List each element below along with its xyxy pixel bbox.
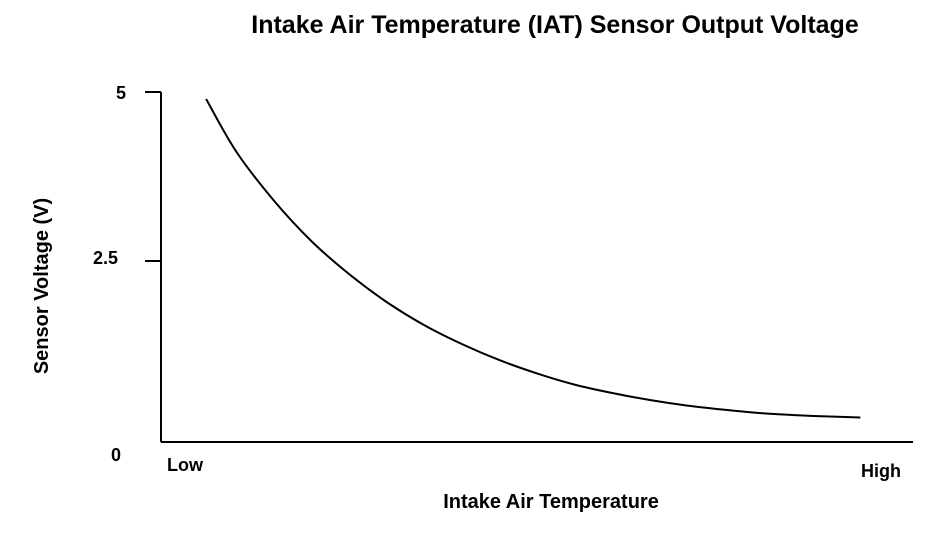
x-axis-title: Intake Air Temperature bbox=[443, 491, 659, 513]
y-tick-label-5: 5 bbox=[116, 83, 126, 103]
y-tick-label-2-5: 2.5 bbox=[93, 248, 118, 268]
x-tick-label-high: High bbox=[861, 461, 901, 481]
chart-title: Intake Air Temperature (IAT) Sensor Outp… bbox=[251, 11, 859, 39]
voltage-curve-line bbox=[205, 98, 861, 419]
x-tick-label-low: Low bbox=[167, 455, 204, 475]
y-tick-label-0: 0 bbox=[111, 445, 121, 465]
y-axis-title: Sensor Voltage (V) bbox=[31, 198, 53, 374]
